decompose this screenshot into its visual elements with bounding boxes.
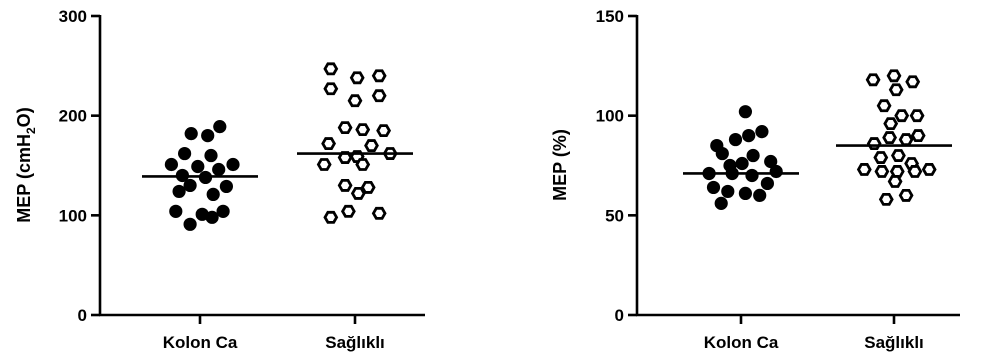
data-point [886,69,902,83]
data-point [371,69,387,83]
y-tick-label: 0 [78,306,87,325]
data-point [321,137,337,150]
data-point [728,132,743,147]
data-point [910,129,926,143]
data-point [907,165,923,178]
data-point [371,206,387,220]
data-point [201,129,215,143]
data-point [898,188,914,202]
data-point [753,188,767,202]
series-kolon-ca [683,105,799,210]
y-axis-label: MEP (%) [550,129,570,201]
data-point [706,180,721,195]
data-point [205,210,219,224]
series-saglikli [297,62,413,224]
data-point [882,131,898,145]
data-point [888,83,904,97]
data-point [183,178,197,193]
data-point [873,151,889,164]
data-point [745,168,759,183]
data-point [371,89,387,103]
y-tick-label: 100 [596,107,624,126]
y-tick-label: 300 [59,7,87,26]
data-point [183,217,197,231]
data-point [355,158,371,171]
data-point [212,162,226,177]
data-point [921,163,937,176]
data-point [894,109,910,123]
data-point [219,179,233,194]
y-tick-label: 0 [615,306,624,325]
data-point [889,165,905,178]
data-point [755,125,769,139]
data-point [355,123,371,137]
data-point [323,210,339,224]
data-point [760,176,775,191]
data-point [323,82,339,96]
data-point [769,164,783,179]
data-point [184,127,198,141]
data-point [347,94,363,108]
y-tick-label: 200 [59,107,87,126]
data-point [878,192,894,206]
y-tick-label: 150 [596,7,624,26]
series-kolon-ca [142,120,258,231]
data-point [349,71,365,85]
data-point [213,120,227,134]
data-point [204,148,218,163]
data-point [323,62,339,76]
data-point [337,121,353,135]
data-point [164,157,178,172]
data-point [865,73,881,87]
data-point [350,186,366,200]
data-point [714,196,728,210]
data-point [715,146,729,161]
data-point [721,184,735,199]
data-point [874,165,890,178]
data-point [742,129,756,143]
data-point [172,184,186,199]
data-point [226,157,240,172]
chart-panel-2: 0 50 100 150 Kolon Ca Sağlıklı MEP (%) [550,7,960,352]
data-point [169,204,183,218]
data-point [316,158,332,171]
y-axis-label: MEP (cmH2O) [14,107,38,222]
x-tick-label: Sağlıklı [325,333,385,352]
data-point [206,187,220,202]
data-point [905,75,921,89]
data-point [898,133,914,147]
data-point [364,139,379,152]
data-point [178,146,192,161]
data-point [360,181,376,194]
data-point [195,207,209,221]
data-point [735,156,749,171]
x-tick-label: Kolon Ca [163,333,238,352]
data-point [866,137,882,150]
data-point [738,186,753,201]
data-point [746,148,760,163]
x-tick-label: Sağlıklı [864,333,924,352]
data-point [890,149,906,162]
data-point [856,163,872,176]
data-point [764,154,778,169]
data-point [337,179,353,192]
series-saglikli [836,69,952,206]
data-point [738,105,753,119]
chart-panel-1: 0 100 200 300 Kolon Ca Sağlıklı MEP (cmH2O) [14,7,425,352]
data-point [883,117,899,131]
data-point [340,204,356,218]
data-point [909,109,925,123]
data-point [216,204,230,218]
data-point [887,175,903,188]
y-tick-label: 50 [605,206,624,225]
data-point [376,124,392,138]
y-tick-label: 100 [59,206,87,225]
data-point [876,99,892,113]
x-tick-label: Kolon Ca [704,333,779,352]
data-point [191,159,205,174]
